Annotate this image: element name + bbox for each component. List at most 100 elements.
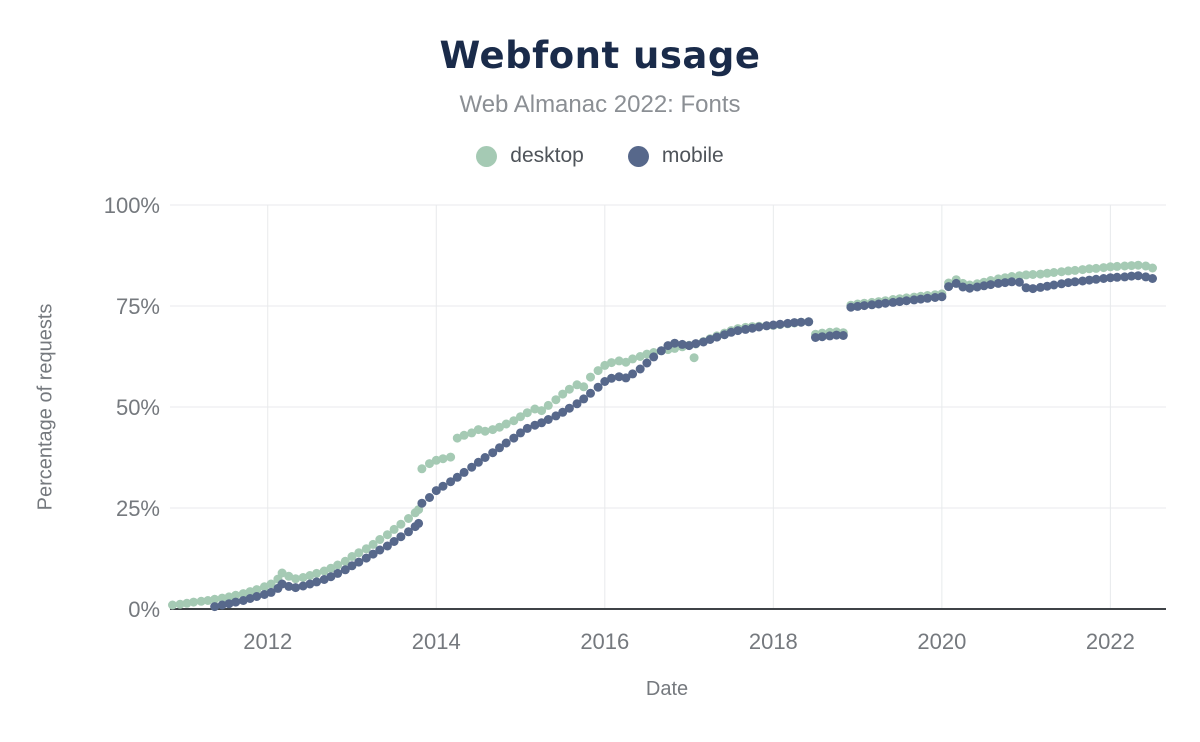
- point-desktop[interactable]: [175, 599, 185, 609]
- point-mobile[interactable]: [635, 364, 645, 374]
- point-desktop[interactable]: [277, 568, 287, 578]
- point-desktop[interactable]: [579, 382, 589, 392]
- point-mobile[interactable]: [333, 568, 343, 578]
- point-mobile[interactable]: [811, 333, 820, 342]
- point-desktop[interactable]: [642, 349, 652, 359]
- point-mobile[interactable]: [642, 358, 652, 368]
- point-desktop[interactable]: [1127, 261, 1136, 271]
- point-desktop[interactable]: [543, 400, 553, 410]
- point-mobile[interactable]: [1133, 271, 1143, 281]
- point-mobile[interactable]: [551, 411, 561, 421]
- point-desktop[interactable]: [189, 597, 199, 607]
- point-mobile[interactable]: [522, 423, 532, 433]
- point-desktop[interactable]: [516, 412, 525, 422]
- point-mobile[interactable]: [537, 418, 547, 428]
- point-mobile[interactable]: [375, 545, 385, 555]
- point-desktop[interactable]: [196, 596, 206, 606]
- point-mobile[interactable]: [614, 372, 624, 382]
- point-desktop[interactable]: [326, 563, 336, 573]
- point-mobile[interactable]: [880, 298, 890, 308]
- point-desktop[interactable]: [1084, 264, 1094, 274]
- point-mobile[interactable]: [354, 557, 364, 567]
- point-desktop[interactable]: [446, 452, 456, 462]
- point-mobile[interactable]: [1028, 284, 1038, 294]
- point-mobile[interactable]: [1007, 277, 1017, 287]
- point-mobile[interactable]: [572, 399, 582, 409]
- point-desktop[interactable]: [182, 598, 192, 608]
- point-desktop[interactable]: [607, 358, 616, 368]
- point-mobile[interactable]: [1099, 274, 1109, 283]
- point-mobile[interactable]: [252, 592, 262, 601]
- point-desktop[interactable]: [1049, 268, 1059, 277]
- point-mobile[interactable]: [621, 373, 631, 383]
- point-mobile[interactable]: [979, 281, 989, 291]
- point-mobile[interactable]: [382, 541, 392, 551]
- point-desktop[interactable]: [628, 354, 638, 364]
- point-mobile[interactable]: [705, 335, 715, 344]
- point-mobile[interactable]: [895, 297, 905, 307]
- point-desktop[interactable]: [1120, 261, 1130, 271]
- point-mobile[interactable]: [1112, 272, 1122, 282]
- point-mobile[interactable]: [600, 377, 610, 386]
- point-desktop[interactable]: [203, 596, 213, 605]
- point-mobile[interactable]: [488, 448, 498, 458]
- point-mobile[interactable]: [930, 293, 940, 302]
- point-desktop[interactable]: [467, 428, 477, 438]
- point-desktop[interactable]: [1063, 266, 1073, 276]
- point-mobile[interactable]: [404, 527, 413, 537]
- point-mobile[interactable]: [361, 553, 371, 563]
- point-mobile[interactable]: [762, 321, 772, 331]
- point-mobile[interactable]: [473, 457, 483, 467]
- point-mobile[interactable]: [986, 280, 996, 290]
- point-mobile[interactable]: [284, 581, 294, 591]
- point-mobile[interactable]: [846, 302, 856, 312]
- point-mobile[interactable]: [649, 352, 659, 362]
- point-desktop[interactable]: [522, 408, 532, 418]
- point-mobile[interactable]: [1021, 283, 1031, 293]
- point-mobile[interactable]: [368, 549, 378, 559]
- point-desktop[interactable]: [501, 419, 511, 429]
- point-mobile[interactable]: [817, 332, 827, 342]
- point-desktop[interactable]: [689, 353, 699, 363]
- point-mobile[interactable]: [446, 477, 456, 487]
- point-desktop[interactable]: [1057, 267, 1066, 277]
- point-mobile[interactable]: [459, 467, 469, 477]
- point-mobile[interactable]: [431, 486, 441, 496]
- point-mobile[interactable]: [1063, 278, 1073, 288]
- point-mobile[interactable]: [417, 498, 427, 508]
- point-desktop[interactable]: [438, 454, 448, 464]
- point-mobile[interactable]: [1000, 278, 1010, 288]
- point-desktop[interactable]: [266, 579, 276, 589]
- point-mobile[interactable]: [965, 283, 975, 293]
- point-mobile[interactable]: [389, 537, 399, 546]
- point-desktop[interactable]: [1042, 268, 1052, 278]
- point-mobile[interactable]: [972, 282, 982, 292]
- point-mobile[interactable]: [867, 300, 877, 310]
- point-desktop[interactable]: [217, 593, 227, 603]
- point-mobile[interactable]: [937, 292, 947, 302]
- point-desktop[interactable]: [495, 422, 504, 432]
- point-mobile[interactable]: [1084, 275, 1094, 285]
- point-desktop[interactable]: [1099, 263, 1109, 273]
- point-mobile[interactable]: [768, 320, 778, 330]
- point-mobile[interactable]: [1049, 280, 1059, 290]
- point-mobile[interactable]: [804, 317, 814, 327]
- point-mobile[interactable]: [909, 295, 919, 305]
- point-desktop[interactable]: [312, 568, 322, 578]
- point-mobile[interactable]: [874, 299, 884, 309]
- point-mobile[interactable]: [326, 572, 336, 582]
- point-desktop[interactable]: [389, 524, 399, 534]
- point-mobile[interactable]: [958, 282, 968, 292]
- point-mobile[interactable]: [741, 324, 750, 334]
- point-mobile[interactable]: [467, 462, 477, 472]
- point-mobile[interactable]: [1148, 274, 1157, 283]
- point-mobile[interactable]: [266, 587, 276, 597]
- point-mobile[interactable]: [832, 330, 841, 340]
- point-mobile[interactable]: [944, 282, 954, 292]
- point-mobile[interactable]: [414, 518, 424, 528]
- point-mobile[interactable]: [586, 388, 595, 398]
- point-desktop[interactable]: [621, 357, 631, 367]
- point-desktop[interactable]: [354, 548, 364, 558]
- point-mobile[interactable]: [1035, 282, 1045, 292]
- point-desktop[interactable]: [1148, 263, 1157, 273]
